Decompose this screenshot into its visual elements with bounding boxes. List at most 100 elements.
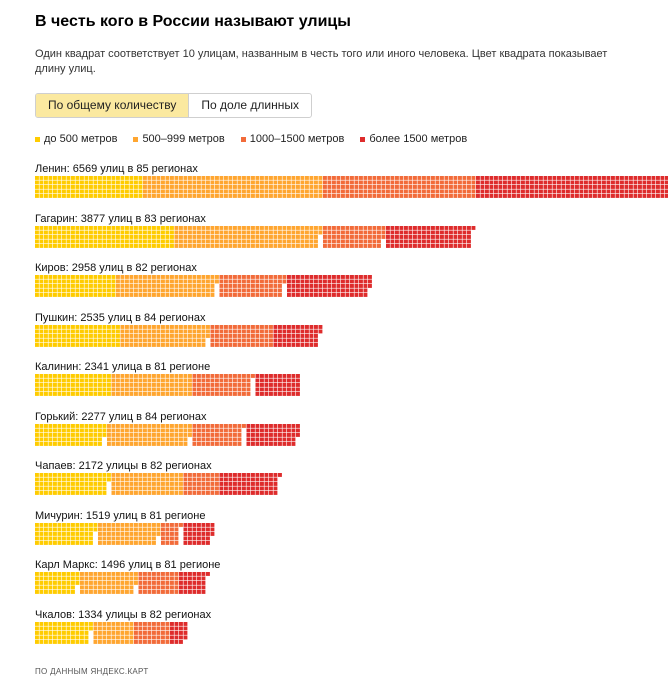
waffle-square [39, 333, 44, 338]
waffle-square [125, 239, 129, 243]
waffle-square [102, 383, 107, 387]
waffle-square [629, 189, 633, 194]
waffle-square [71, 279, 75, 284]
waffle-square [278, 194, 282, 198]
waffle-square [282, 243, 287, 248]
waffle-square [291, 383, 296, 387]
waffle-square [255, 293, 260, 297]
waffle-square [539, 180, 543, 185]
waffle-square [89, 288, 93, 293]
waffle-square [201, 527, 206, 531]
waffle-square [66, 630, 71, 635]
waffle-square [273, 194, 278, 198]
waffle-square [287, 342, 291, 347]
waffle-square [237, 194, 242, 198]
waffle-square [75, 279, 80, 284]
waffle-square [93, 333, 98, 338]
waffle-square [651, 194, 656, 198]
waffle-square [53, 324, 57, 329]
waffle-square [408, 225, 413, 230]
waffle-square [174, 284, 179, 288]
waffle-square [467, 180, 471, 185]
waffle-square [165, 482, 170, 486]
waffle-square [71, 374, 75, 378]
waffle-square [147, 527, 152, 531]
legend-item-500-999: 500–999 метров [133, 133, 225, 145]
waffle-square [116, 531, 120, 536]
waffle-square [35, 630, 39, 635]
waffle-square [75, 531, 80, 536]
waffle-square [107, 473, 111, 477]
waffle-square [143, 180, 147, 185]
waffle-square [134, 378, 138, 383]
waffle-square [278, 243, 282, 248]
waffle-square [120, 279, 125, 284]
waffle-square [48, 540, 53, 545]
waffle-square [170, 630, 174, 635]
waffle-square [84, 576, 89, 581]
waffle-square [107, 180, 111, 185]
waffle-square [210, 477, 215, 482]
waffle-square [179, 176, 183, 180]
waffle-square [62, 441, 66, 446]
waffle-square [134, 324, 138, 329]
waffle-square [71, 572, 75, 576]
waffle-square [66, 590, 71, 594]
waffle-square [228, 437, 233, 441]
waffle-square [161, 189, 165, 194]
waffle-square [152, 189, 156, 194]
waffle-square [368, 279, 372, 284]
waffle-square [165, 432, 170, 437]
waffle-square [80, 189, 84, 194]
tab-long-share[interactable]: По доле длинных [201, 98, 299, 112]
waffle-square [161, 576, 165, 581]
waffle-square [75, 392, 80, 396]
waffle-square [152, 477, 156, 482]
waffle-square [134, 293, 138, 297]
waffle-square [228, 477, 233, 482]
waffle-square [111, 626, 116, 630]
waffle-square [66, 284, 71, 288]
waffle-square [107, 176, 111, 180]
waffle-square [102, 540, 107, 545]
waffle-square [39, 581, 44, 585]
waffle-square [210, 230, 215, 234]
waffle-square [237, 333, 242, 338]
waffle-square [129, 189, 134, 194]
waffle-square [350, 180, 354, 185]
waffle-square [179, 324, 183, 329]
waffle-square [170, 243, 174, 248]
tab-total-count[interactable]: По общему количеству [36, 94, 190, 117]
waffle-square [233, 392, 237, 396]
waffle-square [183, 194, 188, 198]
waffle-square [201, 473, 206, 477]
waffle-square [197, 536, 201, 540]
waffle-square [80, 585, 84, 590]
waffle-square [116, 230, 120, 234]
waffle-square [62, 180, 66, 185]
waffle-square [71, 288, 75, 293]
waffle-square [156, 491, 161, 495]
waffle-square [404, 194, 408, 198]
waffle-square [318, 225, 323, 230]
waffle-square [53, 234, 57, 239]
waffle-square [53, 635, 57, 639]
waffle-square [273, 284, 278, 288]
waffle-square [62, 185, 66, 189]
waffle-square [138, 275, 143, 279]
waffle-square [71, 428, 75, 432]
waffle-square [224, 279, 228, 284]
waffle-square [332, 194, 336, 198]
waffle-square [44, 189, 48, 194]
waffle-square [246, 333, 251, 338]
waffle-square [138, 536, 143, 540]
waffle-square [525, 185, 530, 189]
waffle-square [165, 486, 170, 491]
waffle-square [210, 275, 215, 279]
waffle-square [498, 180, 503, 185]
waffle-square [152, 585, 156, 590]
waffle-square [147, 342, 152, 347]
waffle-square [287, 225, 291, 230]
waffle-square [561, 185, 566, 189]
waffle-square [633, 185, 638, 189]
